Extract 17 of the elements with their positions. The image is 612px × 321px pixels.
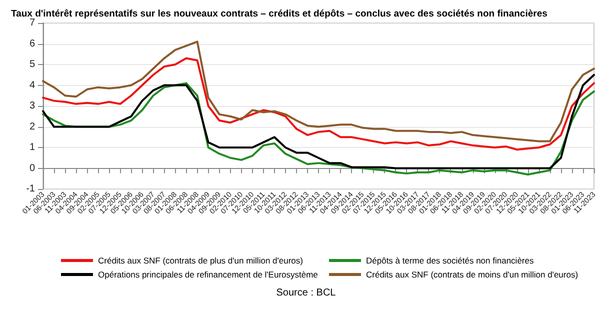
legend-label: Crédits aux SNF (contrats de plus d'un million d'euros) <box>98 256 304 266</box>
legend-label: Crédits aux SNF (contrats de moins d'un million d'euros) <box>366 270 578 280</box>
source-note: Source : BCL <box>276 288 336 298</box>
y-tick-label: 7 <box>29 18 36 28</box>
y-tick-label: 6 <box>29 38 36 50</box>
legend-label: Opérations principales de refinancement de l'Eurosystème <box>98 270 318 280</box>
y-tick-label: 5 <box>29 59 36 70</box>
legend-label: Dépôts à terme des sociétés non financières <box>366 256 534 266</box>
y-tick-label: -1 <box>26 184 36 194</box>
y-tick-label: 3 <box>29 100 36 112</box>
line-series <box>42 40 595 142</box>
y-tick-label: 0 <box>29 162 36 174</box>
chart-title: Taux d'intérêt représentatifs sur les nouveaux contrats – crédits et dépôts – conclus avec des sociétés non financières <box>11 8 548 20</box>
line-series <box>42 57 595 151</box>
y-tick-label: 1 <box>29 142 36 153</box>
y-tick-label: 2 <box>29 121 36 132</box>
y-tick-label: 4 <box>29 80 36 91</box>
